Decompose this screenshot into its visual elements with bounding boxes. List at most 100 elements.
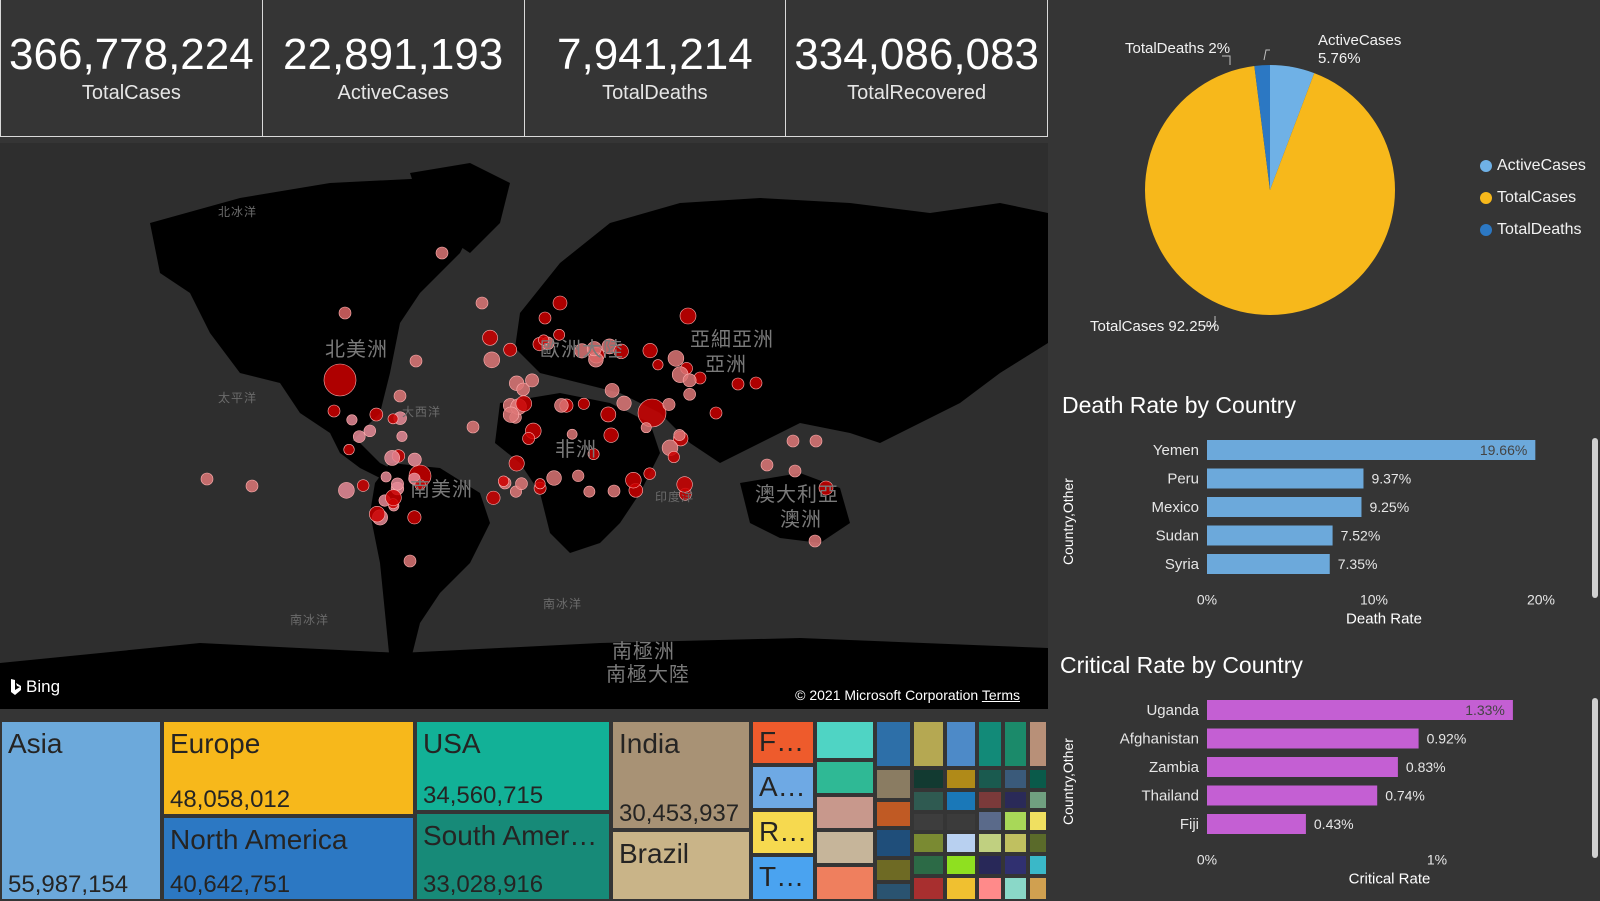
map-marker[interactable]: [809, 535, 821, 547]
treemap-tile-small[interactable]: [875, 800, 912, 828]
legend-item-deaths[interactable]: TotalDeaths: [1480, 214, 1586, 246]
map-marker[interactable]: [761, 459, 773, 471]
map-marker[interactable]: [246, 480, 258, 492]
treemap-tile-small[interactable]: [1003, 832, 1028, 854]
map-marker[interactable]: [388, 414, 398, 424]
map-marker[interactable]: [487, 491, 500, 504]
treemap-tile-south-america[interactable]: South Amer… 33,028,916: [415, 812, 611, 901]
map-marker[interactable]: [750, 377, 762, 389]
map-marker[interactable]: [638, 399, 666, 427]
map-marker[interactable]: [584, 486, 595, 497]
treemap-tile-small[interactable]: [1003, 810, 1028, 832]
map-marker[interactable]: [408, 453, 421, 466]
treemap-tile-small[interactable]: [912, 832, 945, 854]
treemap-tile-small[interactable]: [1003, 768, 1028, 790]
bar[interactable]: [1207, 526, 1333, 546]
map-marker[interactable]: [555, 399, 569, 413]
treemap-tile-f[interactable]: F…: [751, 720, 815, 765]
treemap-tile-small[interactable]: [1028, 768, 1048, 790]
bar[interactable]: [1207, 497, 1361, 517]
map-marker[interactable]: [572, 470, 584, 482]
treemap-tile-small[interactable]: [815, 865, 875, 901]
map-marker[interactable]: [347, 415, 357, 425]
map-marker[interactable]: [483, 330, 498, 345]
treemap-tile-small[interactable]: [875, 828, 912, 858]
treemap-tile-small[interactable]: [875, 858, 912, 882]
legend-item-total[interactable]: TotalCases: [1480, 182, 1586, 214]
map-marker[interactable]: [391, 478, 403, 490]
treemap-tile-small[interactable]: [1028, 832, 1048, 854]
map-marker[interactable]: [732, 378, 744, 390]
map-marker[interactable]: [397, 431, 407, 441]
treemap-tile-small[interactable]: [945, 790, 977, 812]
map-marker[interactable]: [653, 360, 663, 370]
map-marker[interactable]: [408, 511, 421, 524]
map-marker[interactable]: [410, 355, 422, 367]
map-marker[interactable]: [674, 429, 685, 440]
map-marker[interactable]: [668, 350, 684, 366]
map-marker[interactable]: [643, 343, 657, 357]
map-marker[interactable]: [668, 451, 679, 462]
bar[interactable]: [1207, 554, 1330, 574]
map-marker[interactable]: [641, 423, 651, 433]
map-marker[interactable]: [338, 482, 354, 498]
treemap-tile-small[interactable]: [912, 790, 945, 812]
treemap-tile-small[interactable]: [912, 768, 945, 790]
treemap-tile-small[interactable]: [912, 876, 945, 901]
treemap-tile-small[interactable]: [875, 882, 912, 901]
map-marker[interactable]: [328, 405, 340, 417]
treemap-tile-small[interactable]: [815, 720, 875, 760]
map-marker[interactable]: [498, 476, 509, 487]
bar[interactable]: [1207, 757, 1398, 777]
treemap-tile-small[interactable]: [1003, 854, 1028, 876]
bar[interactable]: [1207, 729, 1419, 749]
treemap-tile-small[interactable]: [1003, 790, 1028, 810]
map-marker[interactable]: [605, 383, 619, 397]
treemap-tile-small[interactable]: [977, 720, 1003, 768]
map-marker[interactable]: [436, 247, 448, 259]
treemap-tile-europe[interactable]: Europe 48,058,012: [162, 720, 415, 816]
map-marker[interactable]: [404, 555, 416, 567]
treemap-tile-brazil[interactable]: Brazil: [611, 830, 751, 901]
kpi-card-total-recovered[interactable]: 334,086,083 TotalRecovered: [786, 0, 1048, 137]
map-marker[interactable]: [467, 421, 479, 433]
treemap-tile-small[interactable]: [1028, 790, 1048, 810]
map-marker[interactable]: [357, 480, 369, 492]
map-marker[interactable]: [381, 472, 391, 482]
map-marker[interactable]: [503, 407, 519, 423]
treemap-tile-a[interactable]: A…: [751, 765, 815, 810]
legend-item-active[interactable]: ActiveCases: [1480, 150, 1586, 182]
map-marker[interactable]: [364, 425, 376, 437]
map-marker[interactable]: [353, 431, 365, 443]
treemap-tile-india[interactable]: India 30,453,937: [611, 720, 751, 830]
map-marker[interactable]: [385, 490, 401, 506]
treemap-tile-small[interactable]: [977, 854, 1003, 876]
map-marker[interactable]: [553, 296, 567, 310]
map-marker[interactable]: [644, 468, 656, 480]
map-marker[interactable]: [787, 435, 799, 447]
treemap-tile-small[interactable]: [945, 720, 977, 768]
map-marker[interactable]: [710, 407, 722, 419]
treemap-tile-small[interactable]: [977, 832, 1003, 854]
map-marker[interactable]: [344, 444, 355, 455]
map-canvas[interactable]: [0, 143, 1048, 709]
treemap-tile-small[interactable]: [815, 760, 875, 795]
kpi-card-total-cases[interactable]: 366,778,224 TotalCases: [0, 0, 263, 137]
map-marker[interactable]: [324, 364, 356, 396]
treemap-tile-asia[interactable]: Asia 55,987,154: [0, 720, 162, 901]
map-marker[interactable]: [539, 312, 551, 324]
map-marker[interactable]: [617, 396, 631, 410]
death-rate-scrollbar[interactable]: [1592, 438, 1598, 598]
world-map[interactable]: 北美洲 南美洲 歐洲大陸 亞細亞洲 亞洲 非洲 澳大利亞 澳洲 南極洲 南極大陸…: [0, 143, 1048, 709]
treemap-tile-north-america[interactable]: North America 40,642,751: [162, 816, 415, 901]
map-marker[interactable]: [683, 374, 696, 387]
map-marker[interactable]: [504, 343, 517, 356]
bar[interactable]: [1207, 814, 1306, 834]
treemap-tile-small[interactable]: [815, 830, 875, 865]
treemap-tile-small[interactable]: [977, 790, 1003, 810]
treemap-tile-small[interactable]: [977, 768, 1003, 790]
treemap-tile-small[interactable]: [945, 854, 977, 876]
treemap-tile-small[interactable]: [875, 768, 912, 800]
map-marker[interactable]: [201, 473, 213, 485]
map-marker[interactable]: [535, 479, 545, 489]
